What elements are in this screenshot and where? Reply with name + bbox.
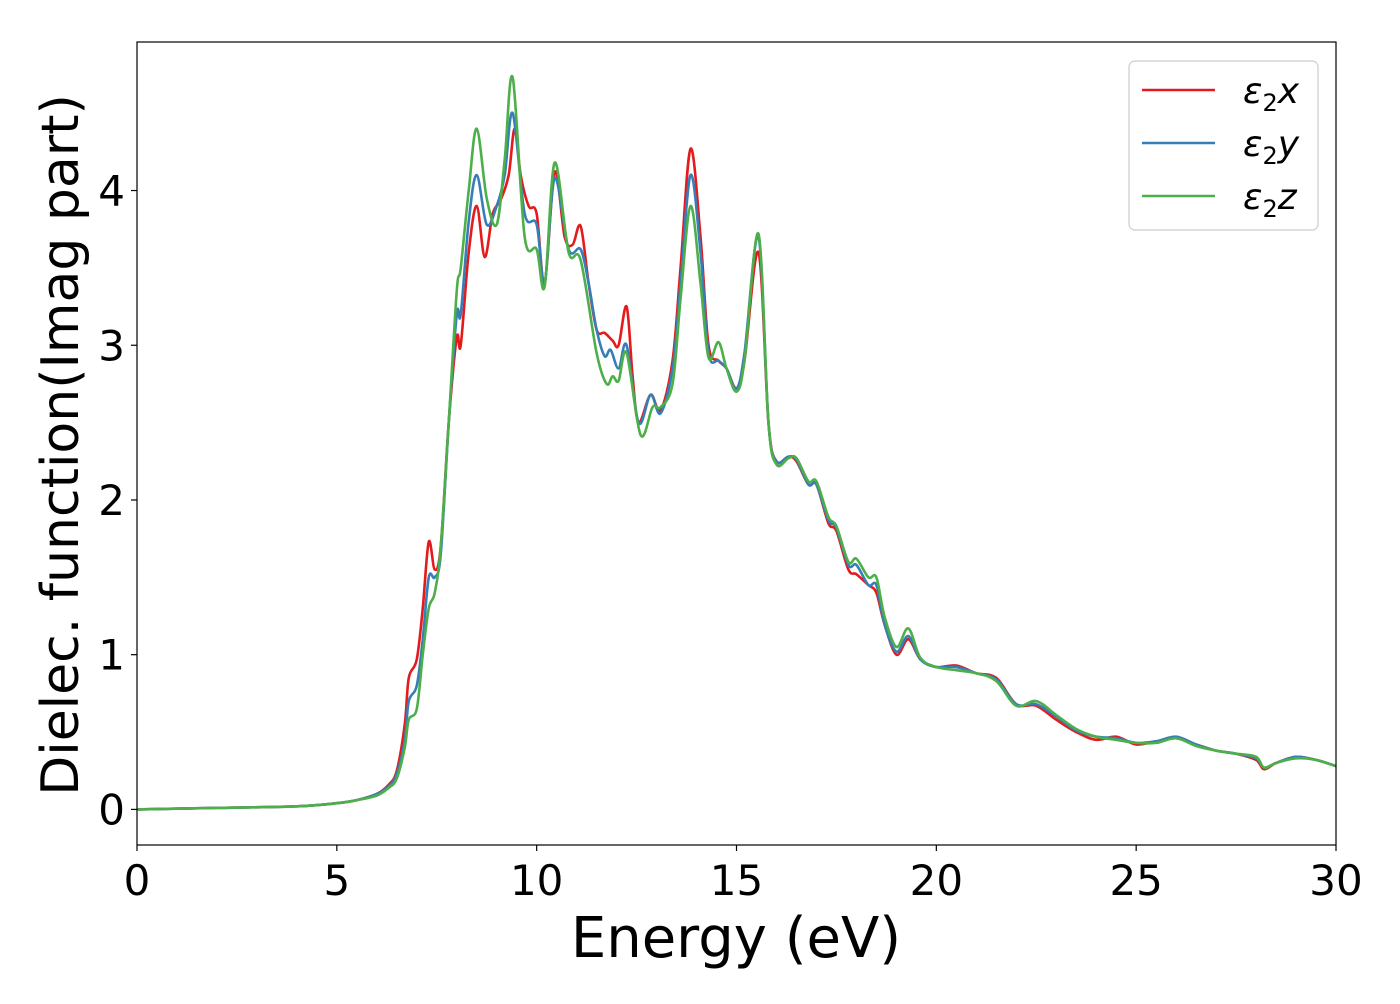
x-axis-label: Energy (eV) <box>571 906 901 971</box>
x-tick-label: 30 <box>1309 856 1362 905</box>
legend-label: ε2x <box>1243 71 1300 117</box>
y-tick-label: 1 <box>98 631 125 680</box>
x-tick-label: 0 <box>124 856 151 905</box>
x-axis: 0 5 10 15 20 25 30 <box>124 845 1363 905</box>
legend-label: ε2z <box>1243 177 1298 223</box>
x-tick-label: 10 <box>510 856 563 905</box>
x-tick-label: 15 <box>710 856 763 905</box>
x-tick-label: 20 <box>910 856 963 905</box>
y-axis-label: Dielec. function(Imag part) <box>31 94 91 796</box>
y-tick-label: 3 <box>98 321 125 370</box>
y-tick-label: 0 <box>98 785 125 834</box>
y-tick-label: 2 <box>98 476 125 525</box>
legend-label: ε2y <box>1243 124 1300 170</box>
legend-box <box>1128 60 1319 231</box>
series-line-1 <box>136 127 1337 811</box>
series-lines <box>136 74 1337 811</box>
series-line-3 <box>136 74 1337 811</box>
legend: ε2x ε2y ε2z <box>1128 60 1319 231</box>
y-tick-label: 4 <box>98 167 125 216</box>
x-tick-label: 5 <box>323 856 350 905</box>
x-tick-label: 25 <box>1109 856 1162 905</box>
y-axis: 0 1 2 3 4 <box>98 167 137 834</box>
